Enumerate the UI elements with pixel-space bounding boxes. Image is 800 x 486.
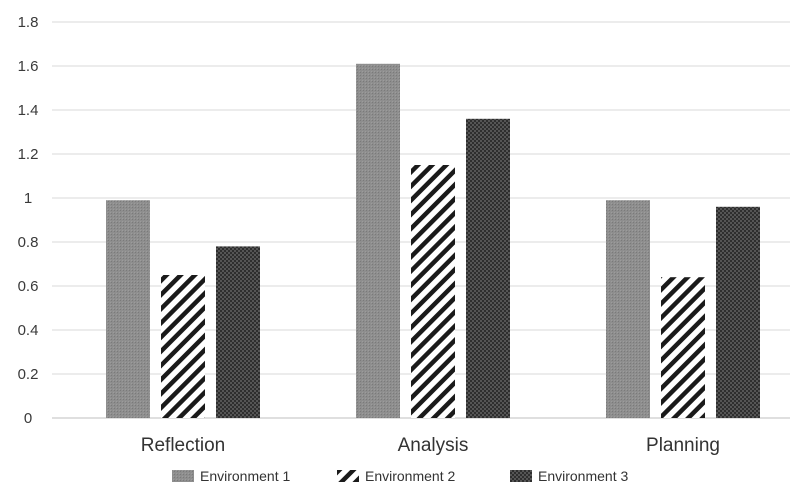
bar-reflection-series-2 (161, 275, 205, 418)
y-tick-label: 0 (24, 410, 32, 427)
category-label-planning: Planning (646, 435, 720, 456)
bar-reflection-series-3 (216, 246, 260, 418)
legend-label-series-1: Environment 1 (200, 468, 290, 484)
bar-planning-series-2 (661, 277, 705, 418)
y-tick-label: 0.2 (18, 366, 39, 383)
y-axis-ticks: 0 0.2 0.4 0.6 0.8 1 1.2 1.4 1.6 1.8 (18, 14, 39, 427)
category-label-reflection: Reflection (141, 435, 226, 456)
y-tick-label: 0.8 (18, 234, 39, 251)
legend-label-series-3: Environment 3 (538, 468, 628, 484)
category-label-analysis: Analysis (398, 435, 469, 456)
y-tick-label: 0.4 (18, 322, 39, 339)
y-tick-label: 0.6 (18, 278, 39, 295)
bar-reflection-series-1 (106, 200, 150, 418)
bar-planning-series-1 (606, 200, 650, 418)
y-tick-label: 1.2 (18, 146, 39, 163)
bar-analysis-series-3 (466, 118, 510, 419)
y-tick-label: 1.6 (18, 58, 39, 75)
bar-analysis-series-2 (411, 165, 455, 418)
legend-swatch-series-1 (172, 470, 194, 482)
legend-label-series-2: Environment 2 (365, 468, 455, 484)
legend: Environment 1 Environment 2 Environment 3 (172, 468, 628, 484)
bar-planning-series-3 (716, 206, 760, 418)
x-axis-labels: Reflection Analysis Planning (141, 435, 720, 456)
y-tick-label: 1.8 (18, 14, 39, 31)
y-tick-label: 1.4 (18, 102, 39, 119)
legend-swatch-series-3 (510, 470, 532, 482)
bars (106, 63, 760, 419)
y-tick-label: 1 (24, 190, 32, 207)
bar-analysis-series-1 (356, 63, 400, 419)
legend-swatch-series-2 (337, 470, 359, 482)
